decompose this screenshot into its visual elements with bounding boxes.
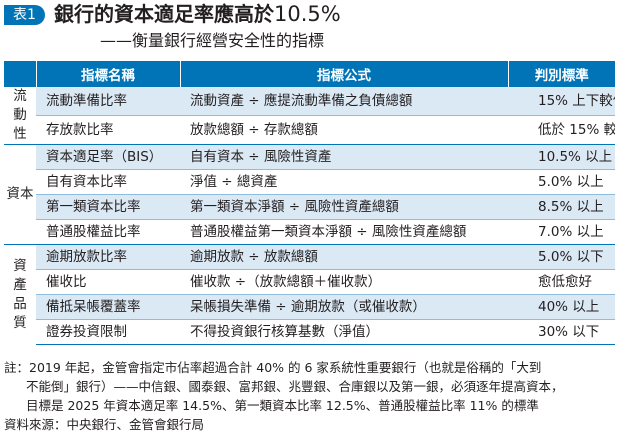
indicator-formula: 逾期放款 ÷ 放款總額	[180, 244, 508, 270]
indicator-standard: 10.5% 以上	[508, 144, 615, 170]
indicator-formula: 第一類資本淨額 ÷ 風險性資產總額	[180, 194, 508, 220]
indicator-standard: 5.0% 以下	[508, 244, 615, 270]
indicator-name: 存放款比率	[36, 115, 180, 145]
indicator-name: 逾期放款比率	[36, 244, 180, 270]
indicator-standard: 愈低愈好	[508, 269, 615, 295]
indicator-formula: 不得投資銀行核算基數（淨值）	[180, 319, 508, 345]
table-row: 證券投資限制 不得投資銀行核算基數（淨值） 30% 以下	[4, 319, 615, 345]
title-text: 銀行的資本適足率應高於	[54, 2, 274, 26]
indicator-standard: 5.0% 以上	[508, 169, 615, 195]
indicator-standard: 40% 以上	[508, 294, 615, 320]
indicator-formula: 催收款 ÷（放款總額＋催收款）	[180, 269, 508, 295]
indicator-standard: 30% 以下	[508, 319, 615, 345]
table-row: 普通股權益比率 普通股權益第一類資本淨額 ÷ 風險性資產總額 7.0% 以上	[4, 219, 615, 245]
note-line-1: 註：2019 年起，金管會指定市佔率超過合計 40% 的 6 家系統性重要銀行（…	[4, 360, 542, 375]
indicator-formula: 自有資本 ÷ 風險性資產	[180, 144, 508, 170]
indicator-name: 備抵呆帳覆蓋率	[36, 294, 180, 320]
title-number: 10.5%	[274, 2, 341, 26]
table-row: 資產品質 逾期放款比率 逾期放款 ÷ 放款總額 5.0% 以下	[4, 244, 615, 345]
indicator-formula: 放款總額 ÷ 存款總額	[180, 115, 508, 145]
indicator-name: 普通股權益比率	[36, 219, 180, 245]
table-row: 資本 資本適足率（BIS） 自有資本 ÷ 風險性資產 10.5% 以上	[4, 144, 615, 245]
header-formula: 指標公式	[179, 61, 508, 87]
table-tag: 表1	[4, 5, 45, 25]
indicator-name: 資本適足率（BIS）	[36, 144, 180, 170]
indicator-name: 催收比	[36, 269, 180, 295]
header-standard: 判別標準	[507, 61, 615, 87]
table-row: 流動性 流動準備比率 流動資產 ÷ 應提流動準備之負債總額 15% 上下較佳	[4, 86, 615, 145]
table-row: 第一類資本比率 第一類資本淨額 ÷ 風險性資產總額 8.5% 以上	[4, 194, 615, 220]
note-line-2: 不能倒」銀行）——中信銀、國泰銀、富邦銀、兆豐銀、合庫銀以及第一銀，必須逐年提高…	[26, 379, 564, 394]
header-category	[4, 61, 36, 87]
indicator-formula: 流動資產 ÷ 應提流動準備之負債總額	[180, 86, 508, 116]
indicator-formula: 呆帳損失準備 ÷ 逾期放款（或催收款）	[180, 294, 508, 320]
table-row: 存放款比率 放款總額 ÷ 存款總額 低於 15% 較佳	[4, 115, 615, 145]
note-line-3: 目標是 2025 年資本適足率 14.5%、第一類資本比率 12.5%、普通股權…	[26, 398, 539, 413]
indicator-standard: 15% 上下較佳	[508, 86, 615, 116]
table-header-row: 指標名稱 指標公式 判別標準	[4, 61, 615, 87]
indicator-name: 流動準備比率	[36, 86, 180, 116]
indicator-standard: 7.0% 以上	[508, 219, 615, 245]
indicator-table: 指標名稱 指標公式 判別標準 流動性 流動準備比率 流動資產 ÷ 應提流動準備之…	[4, 61, 615, 345]
category-liquidity: 流動性	[4, 86, 36, 145]
page-title: 銀行的資本適足率應高於10.5%	[54, 0, 341, 28]
table-row: 催收比 催收款 ÷（放款總額＋催收款） 愈低愈好	[4, 269, 615, 295]
category-asset-quality: 資產品質	[4, 244, 36, 345]
header: 表1 銀行的資本適足率應高於10.5% ——衡量銀行經營安全性的指標	[0, 0, 620, 56]
indicator-name: 第一類資本比率	[36, 194, 180, 220]
source-line: 資料來源：中央銀行、金管會銀行局	[4, 417, 205, 432]
page-subtitle: ——衡量銀行經營安全性的指標	[100, 31, 325, 50]
indicator-standard: 低於 15% 較佳	[508, 115, 615, 145]
indicator-standard: 8.5% 以上	[508, 194, 615, 220]
indicator-formula: 普通股權益第一類資本淨額 ÷ 風險性資產總額	[180, 219, 508, 245]
table-row: 自有資本比率 淨值 ÷ 總資產 5.0% 以上	[4, 169, 615, 195]
indicator-name: 證券投資限制	[36, 319, 180, 345]
footnote: 註：2019 年起，金管會指定市佔率超過合計 40% 的 6 家系統性重要銀行（…	[4, 358, 616, 434]
category-capital: 資本	[4, 144, 36, 245]
table-row: 備抵呆帳覆蓋率 呆帳損失準備 ÷ 逾期放款（或催收款） 40% 以上	[4, 294, 615, 320]
header-indicator-name: 指標名稱	[35, 61, 180, 87]
indicator-name: 自有資本比率	[36, 169, 180, 195]
indicator-formula: 淨值 ÷ 總資產	[180, 169, 508, 195]
